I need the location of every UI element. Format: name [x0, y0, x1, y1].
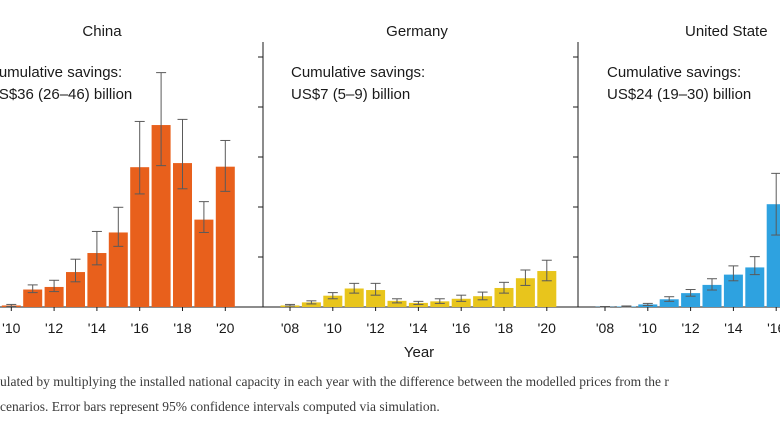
china-bar-2016: [130, 167, 150, 307]
china-bar-2018: [173, 163, 192, 307]
germany-error-bar-2010: [327, 292, 338, 300]
china-bar-2013: [66, 272, 85, 307]
china-bar-2014: [87, 253, 107, 307]
china-savings-label: Cumulative savings:: [0, 64, 122, 81]
united-states-savings-value: US$24 (19–30) billion: [607, 86, 751, 103]
united-states-x-tick-label-2012: '12: [681, 320, 699, 336]
germany-savings-value: US$7 (5–9) billion: [291, 86, 410, 103]
china-error-bar-2019: [198, 201, 209, 233]
germany-error-bar-2011: [349, 282, 360, 294]
united-states-title: United State: [685, 23, 768, 40]
united-states-x-tick-label-2008: '08: [596, 320, 614, 336]
united-states-bar-2014: [723, 274, 743, 307]
united-states-x-tick-label-2014: '14: [724, 320, 742, 336]
united-states-error-bar-2013: [707, 278, 717, 291]
united-states-error-bar-2012: [685, 289, 696, 297]
china-bar-2015: [108, 232, 128, 307]
united-states-error-bar-2010: [642, 302, 653, 306]
germany-bar-2017: [473, 296, 493, 307]
germany-bar-2012: [366, 290, 386, 307]
germany-error-bar-2019: [520, 269, 531, 286]
china-x-tick-label-2020: '20: [216, 320, 234, 336]
germany-x-tick-label-2014: '14: [409, 320, 427, 336]
china-error-bar-2013: [70, 258, 81, 283]
china-error-bar-2015: [113, 206, 124, 247]
germany-x-tick-label-2020: '20: [538, 320, 556, 336]
germany-error-bar-2016: [456, 294, 467, 302]
china-bar-2020: [215, 166, 235, 307]
caption-line-1: ulated by multiplying the installed nati…: [0, 374, 669, 389]
germany-error-bar-2015: [434, 298, 445, 304]
china-title: China: [82, 23, 122, 40]
germany-savings-label: Cumulative savings:: [291, 64, 425, 81]
germany-bar-2010: [323, 295, 343, 307]
united-states-bar-2011: [659, 299, 679, 307]
germany-error-bar-2008: [285, 303, 295, 307]
germany-error-bar-2020: [541, 259, 552, 282]
germany-x-tick-label-2016: '16: [452, 320, 470, 336]
china-x-tick-label-2010: '10: [2, 320, 20, 336]
china-bar-2011: [23, 289, 43, 307]
germany-x-tick-label-2010: '10: [324, 320, 342, 336]
germany-bar-2020: [537, 271, 557, 307]
germany-error-bar-2013: [392, 298, 402, 304]
united-states-x-tick-label-2010: '10: [639, 320, 657, 336]
germany-x-tick-label-2008: '08: [281, 320, 299, 336]
germany-error-bar-2017: [477, 291, 488, 301]
united-states-error-bar-2009: [621, 305, 632, 308]
united-states-bar-2015: [745, 267, 765, 307]
china-x-tick-label-2018: '18: [173, 320, 191, 336]
united-states-x-tick-label-2016: '16: [767, 320, 780, 336]
germany-error-bar-2012: [370, 282, 381, 296]
germany-x-tick-label-2012: '12: [366, 320, 384, 336]
china-error-bar-2012: [49, 279, 60, 293]
china-error-bar-2016: [134, 120, 145, 195]
germany-error-bar-2009: [306, 300, 317, 305]
united-states-error-bar-2011: [664, 296, 675, 302]
united-states-panel: United State Cumulative savings: US$24 (…: [573, 23, 780, 336]
germany-error-bar-2018: [499, 281, 509, 294]
germany-bar-2016: [451, 298, 471, 307]
china-error-bar-2011: [27, 284, 38, 294]
united-states-savings-label: Cumulative savings:: [607, 64, 741, 81]
china-error-bar-2018: [177, 118, 188, 190]
germany-bar-2013: [387, 300, 407, 307]
x-axis-label: Year: [404, 344, 434, 361]
germany-bar-2015: [430, 301, 450, 307]
china-bar-2019: [194, 219, 214, 307]
germany-error-bar-2014: [413, 300, 424, 305]
germany-x-tick-label-2018: '18: [495, 320, 513, 336]
united-states-error-bar-2008: [600, 305, 610, 308]
china-error-bar-2014: [91, 230, 102, 266]
united-states-bar-2016: [766, 204, 780, 307]
united-states-error-bar-2014: [728, 265, 739, 282]
china-panel: China Cumulative savings: US$36 (26–46) …: [0, 23, 262, 336]
china-x-tick-label-2012: '12: [45, 320, 63, 336]
china-bar-2017: [151, 125, 171, 307]
caption-line-2: cenarios. Error bars represent 95% confi…: [0, 399, 440, 414]
germany-panel: Germany Cumulative savings: US$7 (5–9) b…: [258, 23, 577, 336]
china-x-tick-label-2014: '14: [88, 320, 106, 336]
china-savings-value: US$36 (26–46) billion: [0, 86, 132, 103]
germany-bar-2009: [301, 302, 321, 307]
germany-title: Germany: [386, 23, 448, 40]
germany-bar-2014: [408, 302, 428, 307]
china-error-bar-2020: [220, 139, 231, 192]
china-error-bar-2017: [156, 72, 167, 167]
china-x-tick-label-2016: '16: [131, 320, 149, 336]
united-states-error-bar-2015: [749, 256, 760, 276]
china-error-bar-2010: [6, 303, 17, 307]
